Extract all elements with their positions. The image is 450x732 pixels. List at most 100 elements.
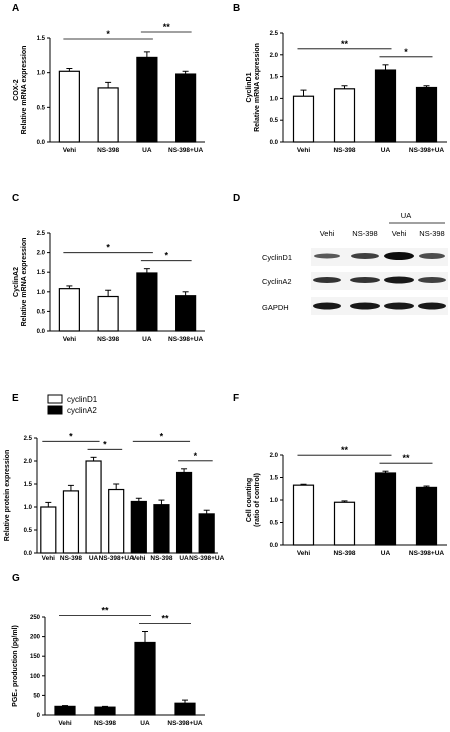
bar [174,702,196,716]
significance-label: * [164,251,168,261]
bar [54,705,76,716]
significance-label: * [160,431,164,441]
x-tick-label: NS-398 [60,555,82,562]
y-tick-label: 2.5 [37,231,46,237]
panel-letter-d: D [233,193,241,204]
y-tick-label: 0.5 [270,118,279,124]
y-tick-label: 0.5 [270,521,279,527]
blot-membrane [311,272,448,290]
blot-lane-label: NS-398 [352,229,377,238]
legend-label: cyclinD1 [67,395,98,404]
y-tick-label: 1.0 [270,498,279,504]
y-tick-label: 0.5 [37,105,46,111]
x-tick-label: NS-398 [333,550,355,557]
x-tick-label: UA [89,555,99,562]
bar [333,88,356,143]
y-tick-label: 1.0 [37,71,46,77]
significance-label: * [194,451,198,461]
chart-f: 0.0 0.5 1.0 1.5 2.0 Cell counting (ratio of co… [246,445,447,557]
x-tick-label: UA [140,720,150,727]
blot-lane-label: Vehi [392,229,407,238]
x-tick-label: Vehi [297,147,311,154]
x-tick-label: Vehi [297,550,311,557]
y-tick-label: 1.5 [37,270,46,276]
x-tick-label: NS-398 [333,147,355,154]
y-tick-label: 0.0 [270,140,279,146]
bar [108,488,125,554]
bar [198,513,215,554]
x-tick-label: NS-398 [94,720,116,727]
legend-swatch [47,405,63,415]
blot-lane-label: Vehi [320,229,335,238]
bar [136,272,158,332]
y-tick-label: 150 [30,654,41,660]
bar [58,288,80,332]
y-axis-label: Relative mRNA expression [21,238,28,327]
x-tick-label: NS-398 [97,336,119,343]
blot-row-label: GAPDH [262,303,289,312]
y-tick-label: 0.5 [37,309,46,315]
y-axis-label: Relative protein expression [4,450,11,541]
y-tick-label: 2.0 [24,459,33,465]
y-axis-label: (ratio of control) [254,473,261,527]
y-tick-label: 2.5 [270,31,279,37]
y-tick-label: 200 [30,635,41,641]
blot-band [384,252,414,260]
significance-label: * [404,47,408,57]
x-tick-label: NS-398+UA [409,147,445,154]
blot-band [313,302,341,310]
y-tick-label: 1.5 [270,75,279,81]
chart-a: 0.0 0.5 1.0 1.5 COX-2 Relative mRNA expressio… [13,22,205,154]
bar [415,86,438,143]
blot-band [350,277,380,283]
bar [130,500,147,554]
x-tick-label: Vehi [63,336,77,343]
x-tick-label: NS-398+UA [168,336,204,343]
y-axis-label: CyclinD1 [246,72,253,102]
blot-row-label: CyclinD1 [262,253,292,262]
y-tick-label: 2.0 [270,453,279,459]
blot-membrane [311,248,448,266]
x-tick-label: UA [142,336,152,343]
significance-label: ** [161,614,169,624]
chart-g: 0 50 100 150 200 250 PGE₂ production (pg/ml) Ve… [12,606,205,727]
x-tick-label: Vehi [132,555,146,562]
y-tick-label: 0.0 [270,543,279,549]
x-tick-label: Vehi [42,555,56,562]
y-tick-label: 50 [33,693,40,699]
bar [134,641,156,716]
y-tick-label: 1.5 [270,476,279,482]
x-tick-label: NS-398+UA [168,147,204,154]
y-axis-label: Relative mRNA expression [21,46,28,135]
y-tick-label: 1.0 [270,96,279,102]
bar [85,460,102,554]
significance-label: ** [101,606,109,616]
blot-band [313,277,341,283]
legend-label: cyclinA2 [67,406,97,415]
y-tick-label: 0.0 [24,551,33,557]
bar [94,706,116,716]
bar [97,295,119,332]
panel-letter-e: E [12,393,19,404]
bar [97,87,119,143]
blot-lane-label: NS-398 [419,229,444,238]
bar [374,472,397,546]
y-tick-label: 1.0 [37,290,46,296]
significance-label: ** [341,39,349,49]
blot-band [314,253,340,259]
bar [292,95,315,143]
y-axis-label: CyclinA2 [13,267,20,297]
x-tick-label: NS-398+UA [167,720,203,727]
x-tick-label: NS-398+UA [189,555,225,562]
significance-label: ** [341,445,349,455]
y-tick-label: 2.0 [37,251,46,257]
y-axis-label: PGE₂ production (pg/ml) [12,625,19,707]
bar [175,295,197,332]
bar [40,506,57,554]
chart-b: 0.0 0.5 1.0 1.5 2.0 2.5 CyclinD1 Relative mRNA … [246,31,447,154]
y-tick-label: 2.5 [24,436,33,442]
bar [333,501,356,546]
y-tick-label: 250 [30,615,41,621]
y-tick-label: 100 [30,674,41,680]
blot-band [351,253,379,259]
